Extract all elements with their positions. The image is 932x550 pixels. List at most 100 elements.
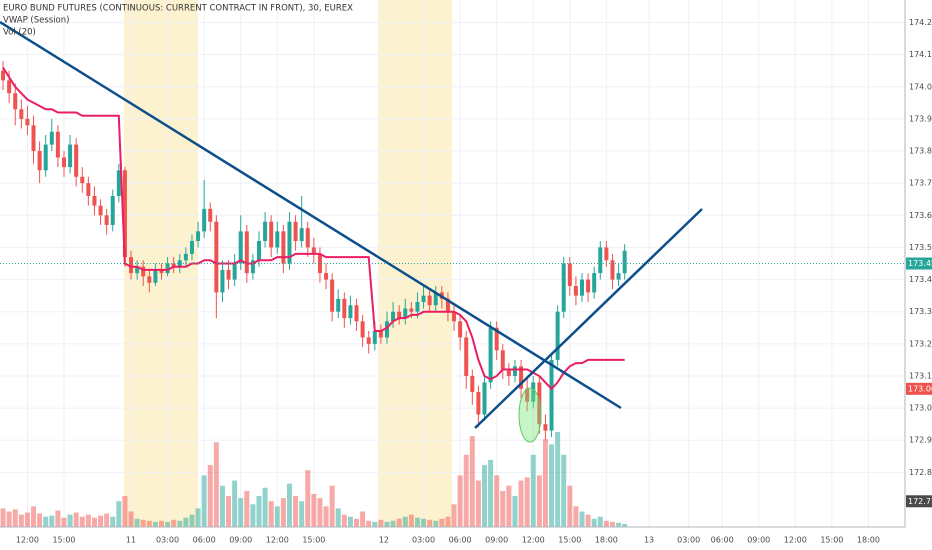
x-tick-label: 12:00 bbox=[16, 536, 39, 545]
trend-line bbox=[0, 20, 622, 410]
candle-body bbox=[244, 231, 249, 274]
candle-body bbox=[232, 263, 237, 280]
y-tick-label: 173.90 bbox=[909, 114, 932, 123]
volume-bar bbox=[55, 510, 61, 527]
x-tick-label: 09:00 bbox=[485, 536, 508, 545]
candle-body bbox=[531, 382, 536, 402]
candle-body bbox=[604, 247, 609, 261]
volume-bar bbox=[542, 439, 548, 527]
candle-body bbox=[153, 269, 158, 283]
candle-body bbox=[275, 231, 280, 248]
volume-bar bbox=[439, 518, 445, 527]
candle-body bbox=[403, 308, 408, 319]
x-tick-label: 12:00 bbox=[266, 536, 289, 545]
volume-bar bbox=[219, 485, 225, 527]
candle-body bbox=[141, 266, 146, 277]
candle-body bbox=[68, 144, 73, 168]
volume-bar bbox=[512, 496, 518, 527]
volume-bar bbox=[445, 516, 451, 527]
volume-bar bbox=[256, 496, 262, 527]
candle-body bbox=[19, 109, 24, 119]
volume-bar bbox=[152, 521, 158, 527]
volume-bar bbox=[177, 520, 183, 527]
candle-body bbox=[1, 70, 6, 81]
volume-bar bbox=[91, 517, 97, 527]
volume-bar bbox=[286, 483, 292, 527]
volume-bar bbox=[549, 444, 555, 527]
vwap-line bbox=[2, 66, 625, 391]
x-tick-label: 06:00 bbox=[193, 536, 216, 545]
y-tick-label: 173.00 bbox=[909, 404, 932, 413]
candle-body bbox=[330, 279, 335, 312]
x-tick-label: 06:00 bbox=[449, 536, 472, 545]
volume-bar bbox=[226, 496, 232, 527]
volume-bar bbox=[140, 519, 146, 527]
candle-body bbox=[360, 321, 365, 338]
volume-bar bbox=[250, 504, 256, 527]
volume-bar bbox=[475, 480, 481, 527]
candle-body bbox=[573, 285, 578, 296]
volume-bar bbox=[195, 508, 201, 527]
volume-bar bbox=[12, 509, 18, 527]
candle-body bbox=[37, 151, 42, 171]
candle-body bbox=[567, 263, 572, 286]
volume-bar bbox=[329, 485, 335, 527]
candle-body bbox=[512, 366, 517, 376]
chart-title: EURO BUND FUTURES (CONTINUOUS: CURRENT C… bbox=[3, 4, 353, 14]
y-tick-label: 172.80 bbox=[909, 468, 932, 477]
volume-bar bbox=[31, 506, 37, 527]
y-tick-label: 173.20 bbox=[909, 339, 932, 348]
candle-body bbox=[196, 231, 201, 242]
volume-bar bbox=[536, 475, 542, 527]
volume-bar bbox=[116, 501, 122, 527]
candle-body bbox=[122, 170, 127, 258]
volume-bar bbox=[506, 485, 512, 527]
volume-bar bbox=[433, 520, 439, 527]
volume-bar bbox=[579, 511, 585, 527]
price-axis bbox=[905, 0, 932, 550]
candle-body bbox=[263, 221, 268, 242]
candle-body bbox=[104, 215, 109, 225]
volume-bar bbox=[171, 519, 177, 527]
volume-bar bbox=[488, 459, 494, 527]
volume-bar bbox=[402, 516, 408, 527]
candle-body bbox=[366, 337, 371, 344]
x-tick-label: 03:00 bbox=[677, 536, 700, 545]
y-tick-label: 173.60 bbox=[909, 211, 932, 220]
candle-body bbox=[293, 221, 298, 242]
volume-bar bbox=[524, 477, 530, 527]
candle-body bbox=[543, 424, 548, 431]
volume-bar bbox=[18, 514, 24, 527]
candle-body bbox=[488, 327, 493, 383]
y-tick-label: 173.50 bbox=[909, 243, 932, 252]
candle-body bbox=[226, 269, 231, 280]
candle-body bbox=[31, 125, 36, 152]
candle-body bbox=[494, 327, 499, 351]
candle-body bbox=[92, 196, 97, 206]
volume-bar bbox=[622, 523, 628, 527]
candle-body bbox=[622, 250, 627, 274]
volume-bar bbox=[591, 518, 597, 527]
volume-bar bbox=[378, 519, 384, 527]
y-tick-label: 172.90 bbox=[909, 436, 932, 445]
volume-bar bbox=[274, 506, 280, 527]
volume-bar bbox=[585, 514, 591, 527]
volume-bar bbox=[213, 442, 219, 527]
candle-body bbox=[269, 221, 274, 248]
volume-bar bbox=[597, 516, 603, 527]
candle-body bbox=[287, 221, 292, 264]
volume-bar bbox=[530, 454, 536, 527]
candle-body bbox=[311, 247, 316, 254]
candle-body bbox=[482, 382, 487, 415]
y-tick-label: 173.10 bbox=[909, 371, 932, 380]
price-marker bbox=[906, 257, 932, 270]
candle-body bbox=[202, 208, 207, 232]
overlays bbox=[0, 66, 905, 391]
candle-body bbox=[7, 80, 12, 94]
candle-body bbox=[452, 311, 457, 322]
candle-body bbox=[135, 266, 140, 274]
volume-bar bbox=[390, 520, 396, 527]
volume-bar bbox=[43, 516, 49, 527]
candle-body bbox=[129, 257, 134, 274]
volume-bar bbox=[280, 498, 286, 527]
